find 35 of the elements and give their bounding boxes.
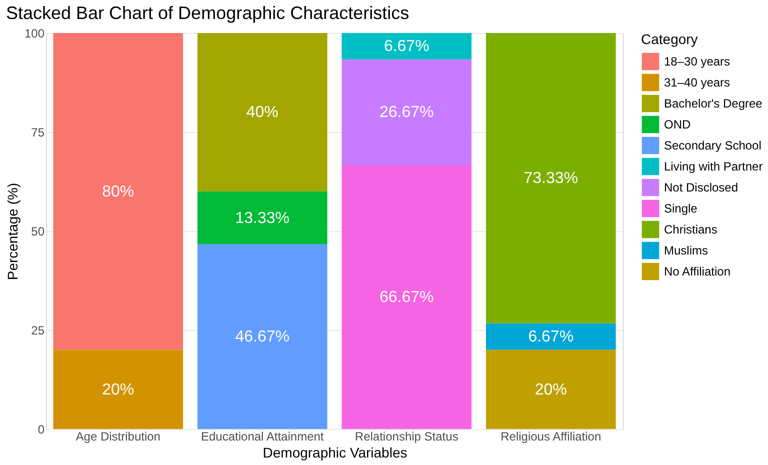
legend-label: No Affiliation [664, 264, 730, 278]
data-label: 26.67% [379, 104, 434, 122]
y-tick-label: 0 [38, 422, 45, 436]
legend-label: Living with Partner [664, 160, 763, 174]
data-label: 13.33% [235, 210, 290, 227]
legend-label: Christians [664, 222, 718, 236]
x-tick-label: Age Distribution [76, 430, 160, 444]
legend-title: Category [641, 31, 698, 47]
y-tick-label: 25 [31, 324, 45, 338]
y-tick-label: 100 [24, 26, 45, 40]
legend-label: Bachelor's Degree [664, 96, 763, 110]
y-tick-label: 75 [31, 126, 45, 140]
data-label: 80% [102, 183, 134, 200]
data-label: 73.33% [524, 170, 578, 188]
data-label: 46.67% [235, 328, 290, 346]
y-tick-label: 50 [31, 224, 45, 238]
legend-label: 31–40 years [664, 76, 730, 90]
legend-label: 18–30 years [664, 54, 730, 68]
x-axis-title: Demographic Variables [262, 444, 408, 460]
data-label: 20% [534, 381, 567, 398]
x-tick-label: Educational Attainment [201, 430, 324, 444]
legend-label: OND [664, 118, 691, 132]
x-tick-label: Religious Affiliation [500, 430, 602, 444]
x-tick-label: Relationship Status [354, 430, 458, 444]
legend-label: Not Disclosed [664, 180, 738, 194]
data-label: 40% [246, 104, 278, 122]
y-axis-title: Percentage (%) [4, 182, 20, 280]
data-label: 6.67% [384, 38, 430, 56]
legend-label: Secondary School [664, 138, 762, 152]
data-label: 66.67% [379, 288, 434, 306]
data-label: 6.67% [528, 328, 574, 346]
chart-title: Stacked Bar Chart of Demographic Characteristics [6, 3, 410, 23]
legend-label: Muslims [664, 244, 708, 258]
legend-label: Single [664, 202, 698, 216]
data-label: 20% [102, 381, 134, 398]
